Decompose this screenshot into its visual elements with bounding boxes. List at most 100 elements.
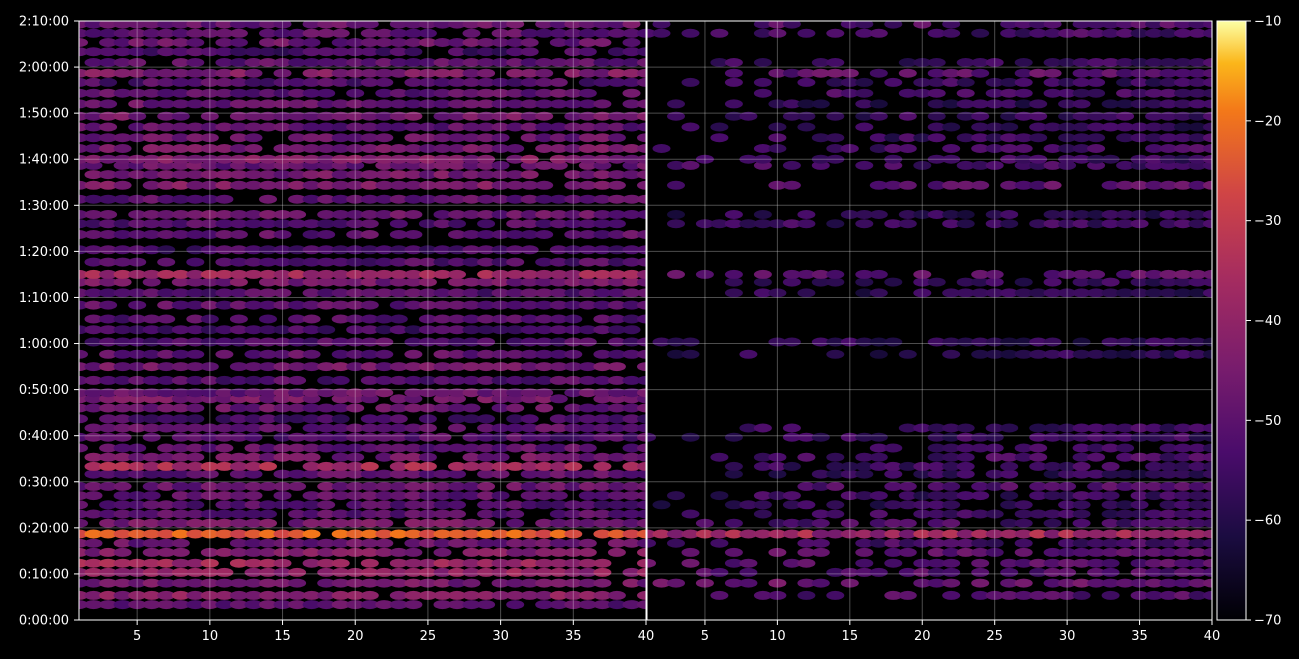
heat-cell — [273, 558, 292, 568]
heat-cell — [1159, 518, 1178, 528]
heat-cell — [1029, 481, 1048, 491]
heat-cell — [1058, 144, 1077, 153]
heat-cell — [113, 481, 132, 491]
heat-cell — [157, 180, 176, 190]
heat-cell — [622, 99, 641, 109]
heat-cell — [506, 269, 525, 279]
heat-cell — [448, 21, 466, 29]
heat-cell — [331, 452, 350, 462]
heat-cell — [375, 600, 394, 610]
heat-cell — [259, 443, 277, 453]
heat-cell — [462, 375, 481, 385]
heat-cell — [360, 133, 379, 143]
heat-cell — [477, 144, 496, 153]
heat-cell — [317, 180, 336, 190]
heat-cell — [607, 337, 626, 347]
heat-cell — [186, 325, 205, 335]
heat-cell — [404, 58, 423, 67]
heat-cell — [389, 314, 408, 324]
heat-cell — [375, 443, 394, 453]
heat-cell — [448, 47, 466, 57]
heat-cell — [520, 99, 539, 109]
heat-cell — [288, 269, 307, 279]
heat-cell — [884, 518, 903, 528]
heat-cell — [535, 300, 554, 310]
heat-cell — [477, 194, 496, 204]
heat-cell — [607, 300, 626, 310]
heat-cell — [607, 68, 626, 78]
heat-cell — [259, 257, 277, 267]
heat-cell — [971, 122, 990, 132]
heat-cell — [520, 58, 539, 67]
heat-cell — [404, 423, 423, 433]
heat-cell — [753, 529, 772, 539]
heat-cell — [607, 491, 626, 501]
heat-cell — [273, 154, 292, 164]
heat-cell — [302, 47, 321, 57]
heat-cell — [433, 99, 452, 109]
heat-cell — [448, 314, 466, 324]
heat-cell — [288, 362, 307, 372]
heat-cell — [113, 337, 132, 347]
heat-cell — [418, 590, 437, 600]
heat-cell — [229, 180, 248, 190]
heat-cell — [681, 349, 700, 359]
heat-cell — [622, 423, 641, 433]
heat-cell — [826, 58, 845, 67]
heat-cell — [346, 403, 365, 413]
colorbar-tick-label: −70 — [1254, 614, 1281, 629]
heat-cell — [448, 160, 466, 170]
heat-cell — [942, 461, 961, 471]
heat-cell — [171, 349, 190, 359]
heat-cell — [259, 170, 277, 180]
heat-cell — [462, 349, 481, 359]
heat-cell — [913, 461, 932, 471]
heat-cell — [200, 144, 219, 153]
heat-cell — [564, 210, 583, 219]
heat-cell — [1145, 269, 1164, 279]
heat-cell — [840, 144, 859, 153]
heat-cell — [985, 452, 1004, 462]
heat-cell — [389, 21, 408, 29]
heat-cell — [346, 443, 365, 453]
heat-cell — [1043, 567, 1062, 577]
heat-cell — [389, 590, 408, 600]
heat-cell — [506, 144, 525, 153]
heat-cell — [433, 403, 452, 413]
heat-cell — [418, 144, 437, 153]
heat-cell — [317, 88, 336, 98]
heat-cell — [360, 277, 379, 287]
heat-cell — [389, 491, 408, 501]
heat-cell — [171, 414, 190, 424]
heat-cell — [1101, 111, 1120, 121]
heat-cell — [1188, 469, 1207, 479]
heat-cell — [375, 403, 394, 413]
heat-cell — [1029, 288, 1048, 298]
heat-cell — [1043, 88, 1062, 98]
heat-cell — [360, 461, 379, 471]
heat-cell — [404, 491, 423, 501]
heat-cell — [491, 88, 510, 98]
heat-cell — [681, 160, 700, 170]
heat-cell — [564, 375, 583, 385]
heat-cell — [535, 590, 554, 600]
heat-cell — [84, 590, 103, 600]
heat-cell — [578, 423, 597, 433]
heat-cell — [142, 314, 161, 324]
heat-cell — [142, 578, 161, 588]
heat-cell — [1000, 529, 1019, 539]
heat-cell — [637, 288, 646, 298]
heat-cell — [84, 423, 103, 433]
heat-cell — [229, 314, 248, 324]
heat-cell — [1203, 219, 1212, 229]
heat-cell — [1014, 337, 1033, 347]
heat-cell — [215, 337, 234, 347]
heat-cell — [317, 590, 336, 600]
heat-cell — [652, 337, 671, 347]
heat-cell — [506, 28, 525, 38]
heat-cell — [128, 414, 147, 424]
heat-cell — [564, 219, 583, 229]
heat-cell — [1130, 423, 1149, 433]
y-tick-label: 0:50:00 — [19, 383, 69, 398]
heat-cell — [433, 88, 452, 98]
